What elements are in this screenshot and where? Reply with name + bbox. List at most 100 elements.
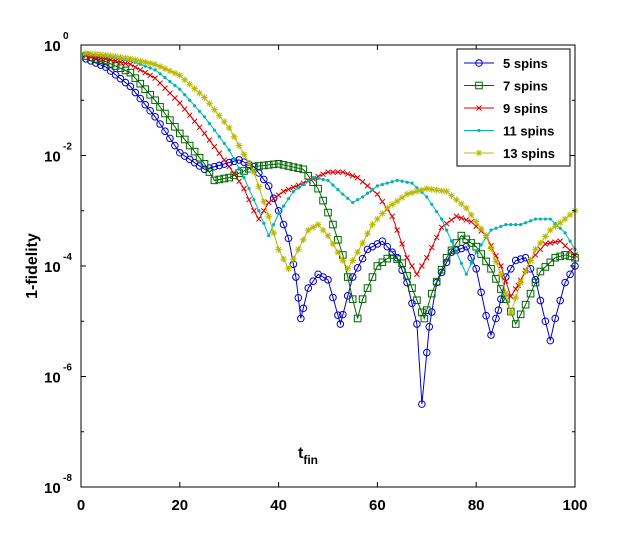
- data-point: [222, 141, 226, 145]
- data-point: [400, 179, 404, 183]
- data-point: [297, 314, 305, 323]
- data-point: [420, 314, 429, 323]
- data-point: [414, 271, 420, 278]
- data-point: [272, 222, 276, 227]
- data-point: [547, 240, 554, 246]
- data-point: [259, 175, 268, 184]
- data-point: [117, 59, 124, 65]
- data-point: [286, 197, 291, 201]
- data-point: [427, 289, 436, 298]
- data-point: [252, 198, 256, 202]
- data-point: [132, 64, 139, 70]
- data-point: [127, 61, 134, 68]
- legend-item-1[interactable]: 5 spins: [464, 56, 548, 71]
- data-point: [230, 171, 238, 180]
- data-point: [437, 265, 446, 274]
- data-point: [280, 255, 287, 263]
- data-point: [567, 247, 573, 254]
- data-point: [289, 163, 298, 171]
- data-point: [329, 240, 337, 248]
- data-point: [178, 87, 182, 91]
- data-point: [270, 229, 277, 237]
- data-point: [405, 180, 409, 184]
- data-point: [556, 219, 564, 227]
- series-3: [83, 53, 578, 300]
- x-tick-label: 100: [562, 497, 587, 514]
- data-point: [482, 311, 490, 320]
- data-point: [423, 348, 431, 357]
- data-point: [137, 67, 144, 73]
- data-point: [463, 217, 470, 223]
- data-point: [136, 79, 145, 88]
- x-tick-label: 20: [171, 497, 188, 514]
- data-point: [419, 263, 425, 269]
- data-point: [458, 200, 465, 208]
- data-point: [142, 69, 149, 76]
- data-point: [200, 159, 209, 168]
- data-point: [339, 169, 346, 175]
- data-point: [479, 243, 483, 247]
- data-point: [551, 314, 560, 323]
- legend-item-4[interactable]: 11 spins: [464, 124, 554, 139]
- data-point: [329, 293, 337, 302]
- data-point: [418, 400, 426, 408]
- data-point: [358, 295, 367, 303]
- data-point: [132, 56, 139, 64]
- data-point: [311, 176, 315, 180]
- data-point: [521, 300, 530, 309]
- data-point: [163, 75, 167, 80]
- x-tick-label: 40: [270, 497, 287, 514]
- data-point: [336, 320, 345, 328]
- data-point: [304, 226, 312, 234]
- data-point: [195, 153, 204, 162]
- data-point: [552, 239, 559, 245]
- data-point: [418, 186, 426, 194]
- data-point: [547, 226, 554, 234]
- data-point: [348, 273, 357, 281]
- legend-item-5[interactable]: 13 spins: [464, 146, 555, 161]
- data-point: [202, 115, 207, 119]
- x-axis-label: tfin: [298, 445, 318, 467]
- data-point: [255, 162, 263, 170]
- legend-item-3[interactable]: 9 spins: [464, 101, 548, 116]
- data-point: [435, 210, 439, 214]
- data-point: [162, 85, 168, 91]
- data-point: [558, 226, 562, 230]
- data-point: [116, 64, 125, 73]
- data-point: [532, 246, 539, 253]
- data-point: [389, 213, 396, 220]
- data-point: [556, 252, 564, 261]
- y-tick-label: 10: [44, 38, 61, 55]
- data-point: [158, 72, 162, 76]
- data-point: [216, 150, 223, 157]
- legend-label: 7 spins: [503, 79, 548, 94]
- legend-item-2[interactable]: 7 spins: [464, 79, 548, 94]
- y-tick-exponent: -2: [63, 142, 72, 153]
- data-point: [430, 202, 434, 206]
- data-point: [336, 187, 340, 192]
- data-point: [230, 133, 238, 141]
- data-point: [314, 184, 322, 193]
- data-point: [161, 65, 169, 73]
- data-point: [290, 255, 297, 263]
- data-point: [469, 261, 473, 265]
- data-point: [212, 128, 216, 132]
- series-group: [82, 49, 579, 408]
- data-point: [467, 211, 475, 219]
- data-point: [122, 54, 129, 62]
- data-point: [516, 255, 525, 263]
- data-point: [442, 253, 451, 262]
- data-point: [516, 310, 525, 319]
- data-point: [211, 143, 218, 150]
- data-point: [117, 53, 124, 61]
- data-point: [346, 196, 350, 200]
- legend-label: 13 spins: [503, 146, 555, 161]
- legend[interactable]: 5 spins 7 spins 9 spins 11 spins 13 spins: [456, 48, 571, 167]
- y-tick-label: 10: [44, 480, 61, 497]
- data-point: [131, 74, 140, 82]
- data-point: [299, 304, 308, 313]
- data-point: [97, 51, 105, 58]
- data-point: [398, 259, 406, 268]
- data-point: [285, 186, 292, 193]
